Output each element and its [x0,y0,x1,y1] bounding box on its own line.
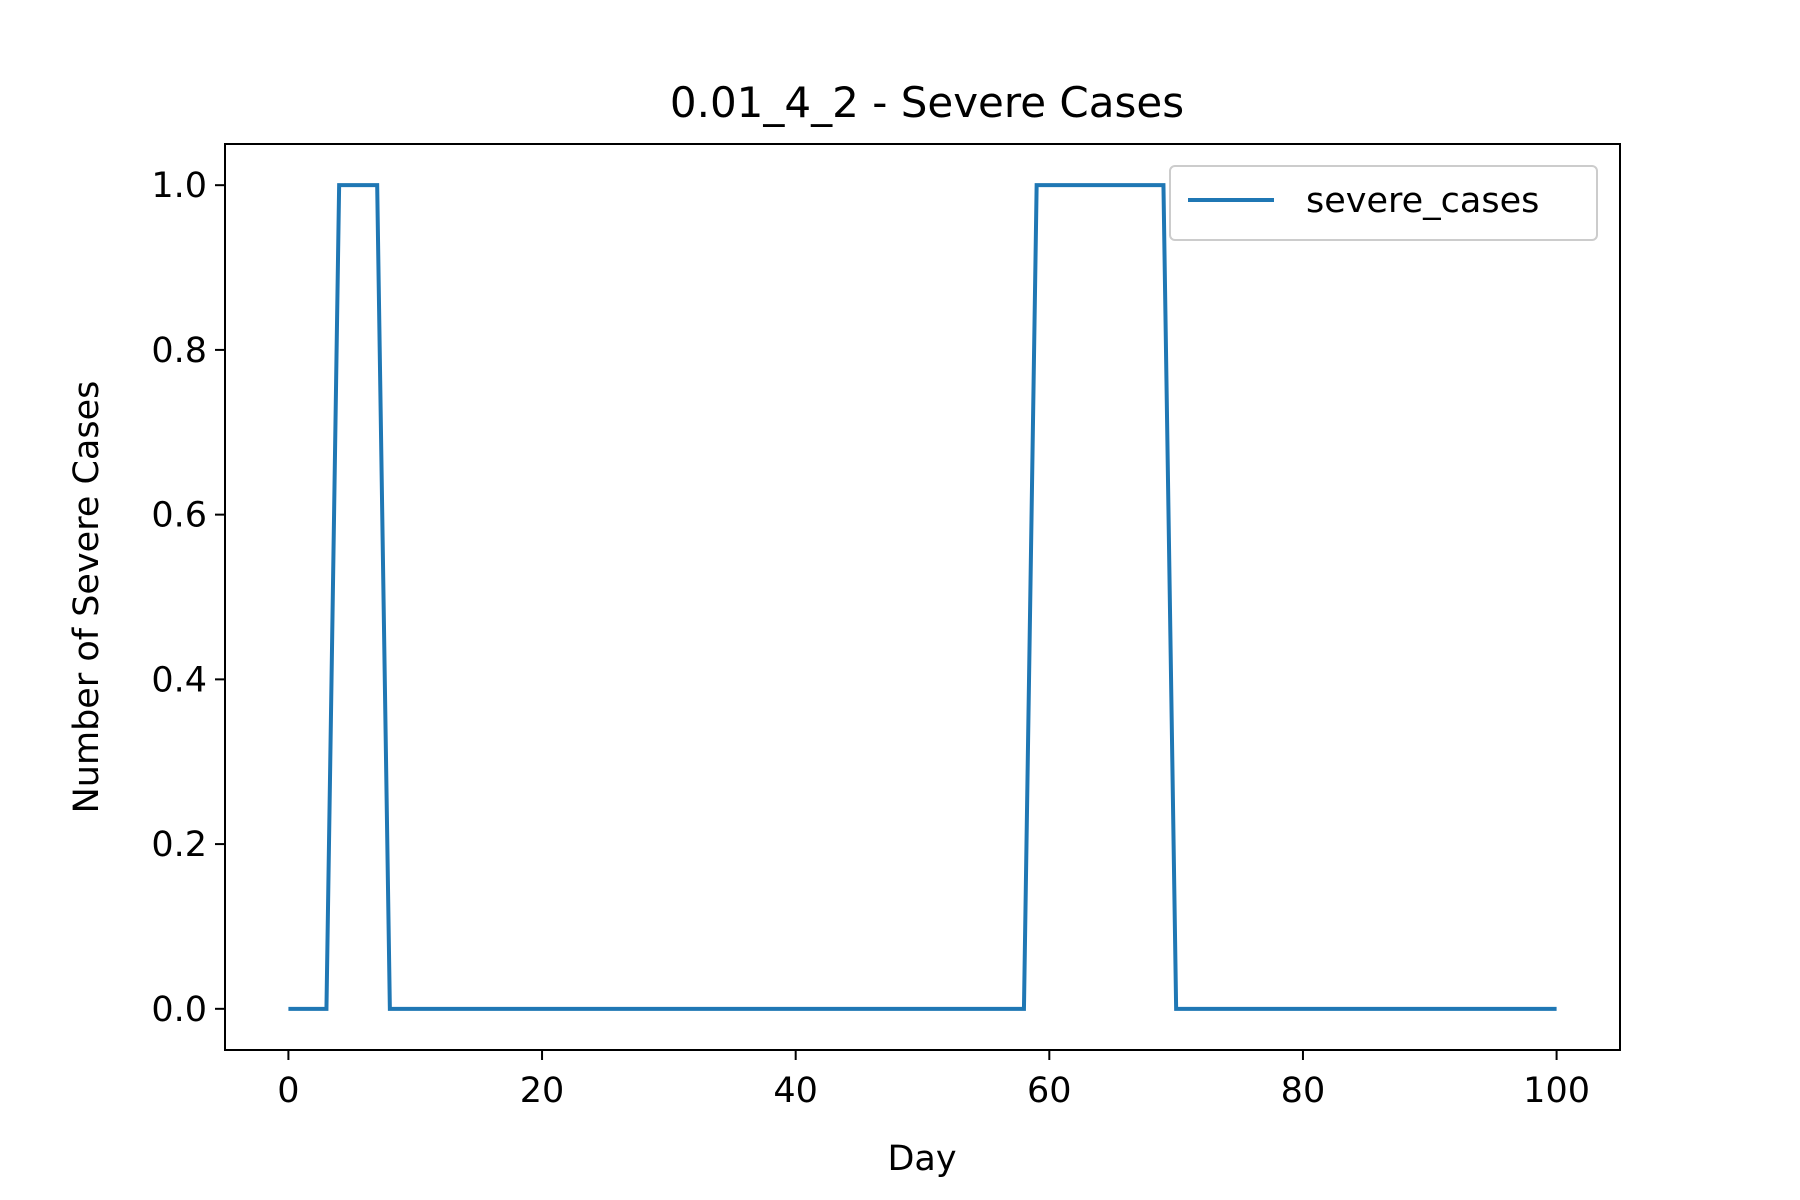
x-tick-label: 20 [520,1071,565,1111]
plot-frame [224,143,1621,1051]
y-tick-label: 0.4 [151,660,207,700]
y-tick-label: 0.2 [151,825,207,865]
series-layer [288,183,1557,1011]
x-axis-label: Day [887,1139,956,1179]
x-tick-label: 0 [277,1071,299,1111]
y-axis: 0.0 0.2 0.4 0.6 0.8 1.0 [151,166,225,1030]
x-tick-label: 100 [1523,1071,1590,1111]
legend-box [1169,165,1598,241]
y-tick-label: 1.0 [151,166,207,206]
x-tick-label: 40 [773,1071,818,1111]
series-line-severe-cases [288,183,1557,1011]
x-tick-label: 80 [1281,1071,1326,1111]
y-tick-label: 0.6 [151,496,207,536]
chart-title: 0.01_4_2 - Severe Cases [670,78,1184,127]
y-tick-label: 0.0 [151,990,207,1030]
y-axis-label: Number of Severe Cases [67,381,107,814]
x-tick-label: 60 [1027,1071,1072,1111]
legend: severe_cases [1169,165,1598,241]
legend-label-severe-cases: severe_cases [1306,181,1539,221]
y-tick-label: 0.8 [151,331,207,371]
x-axis: 0 20 40 60 80 100 [277,1050,1590,1111]
